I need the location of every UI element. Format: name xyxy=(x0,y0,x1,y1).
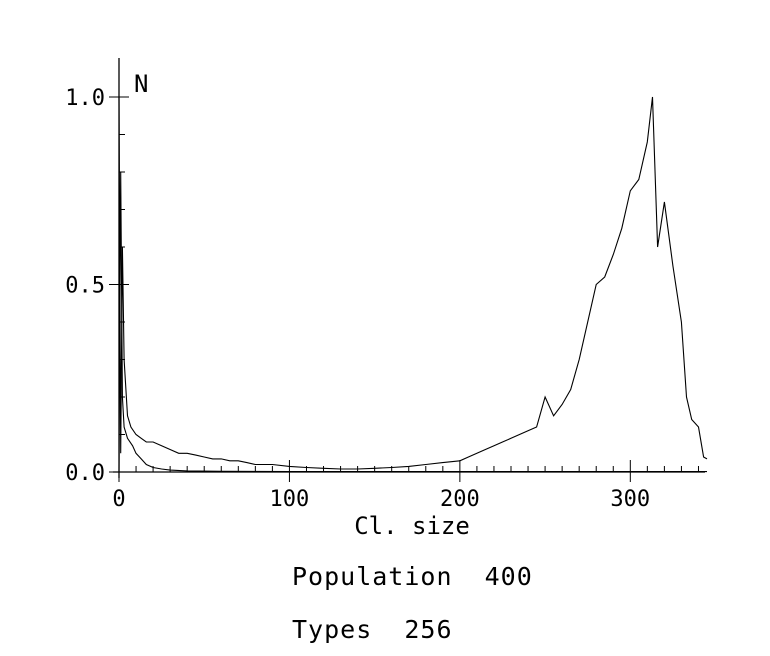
x-tick-label: 100 xyxy=(270,487,310,512)
x-tick-label: 200 xyxy=(440,487,480,512)
series-line-1 xyxy=(118,96,708,470)
y-tick-label: 0.0 xyxy=(65,461,105,486)
population-caption: Population 400 xyxy=(292,562,533,591)
axes xyxy=(113,58,705,478)
x-tick-label: 300 xyxy=(610,487,650,512)
series-layer xyxy=(118,96,708,473)
series-line-2 xyxy=(118,171,707,473)
x-tick-label: 0 xyxy=(112,487,125,512)
ticks-layer: 0.0 0.5 1.0 0 100 200 300 xyxy=(65,86,699,512)
y-tick-label: 0.5 xyxy=(65,274,105,299)
y-axis-label: N xyxy=(134,70,148,98)
types-caption: Types 256 xyxy=(292,615,453,644)
y-tick-label: 1.0 xyxy=(65,86,105,111)
x-axis-label: Cl. size xyxy=(354,512,470,540)
